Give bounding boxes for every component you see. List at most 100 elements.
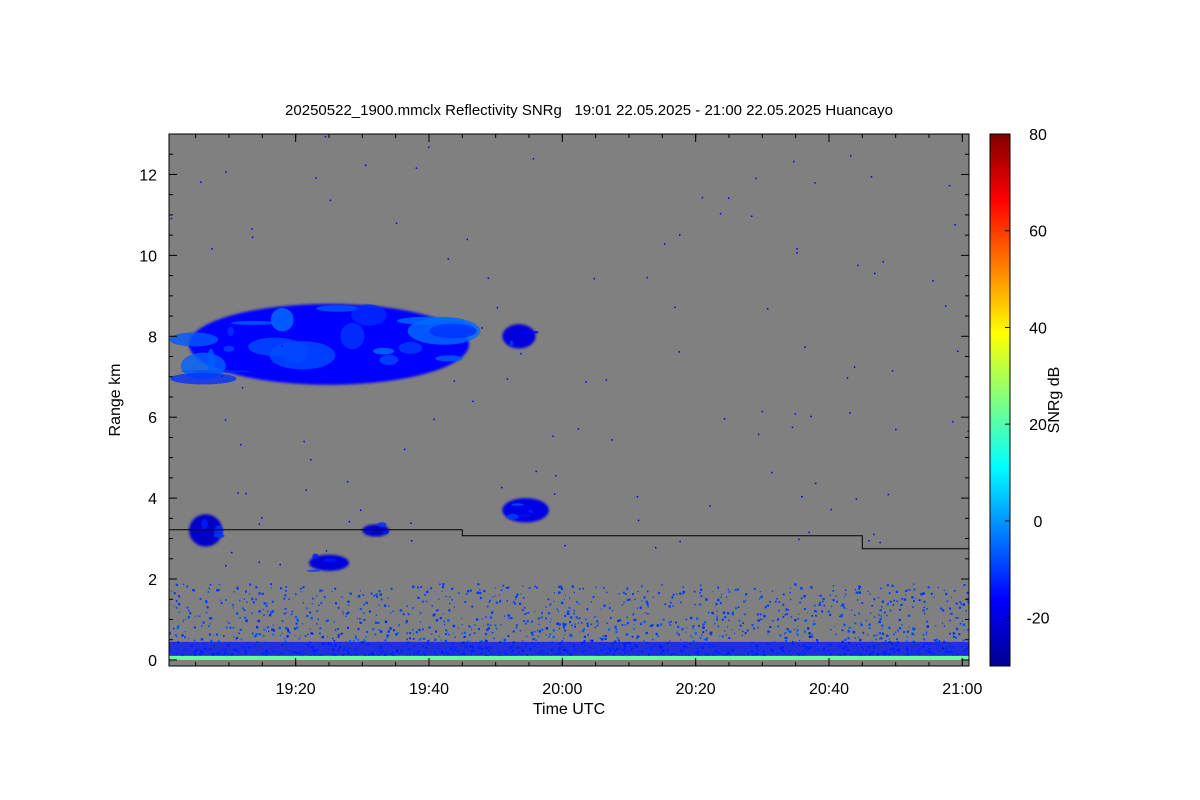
echo-speckle-6 — [505, 587, 508, 589]
echo-speckle-6 — [645, 612, 647, 614]
echo-speckle-6 — [170, 590, 172, 592]
echo-speckle-6 — [669, 601, 672, 604]
echo-speckle-6 — [474, 624, 476, 626]
echo-speckle-6 — [638, 636, 640, 638]
echo-speckle-6 — [594, 626, 597, 629]
noise-pixel — [305, 489, 307, 491]
echo-speckle-6 — [547, 598, 550, 601]
x-tick-label: 21:00 — [942, 681, 982, 698]
echo-speckle-6 — [579, 588, 581, 590]
echo-speckle-6 — [281, 633, 283, 635]
echo-speckle-6 — [841, 629, 844, 632]
echo-speckle-6 — [766, 604, 770, 607]
echo-speckle-6 — [485, 639, 488, 643]
echo-speckle-6 — [284, 640, 287, 643]
echo-speckle-6 — [304, 635, 307, 637]
echo-speckle-6 — [698, 625, 700, 627]
echo-speckle-6 — [961, 620, 963, 622]
noise-pixel — [315, 177, 317, 179]
echo-speckle-6 — [611, 610, 614, 612]
echo-speckle-6 — [173, 592, 176, 595]
echo-speckle-6 — [458, 592, 460, 594]
echo-speckle-6 — [217, 640, 220, 643]
echo-speckle-6 — [558, 585, 561, 589]
echo-speckle-6 — [492, 596, 494, 598]
echo-speckle-6 — [615, 630, 618, 633]
echo-speckle-6 — [397, 632, 400, 634]
noise-pixel — [279, 563, 281, 566]
echo-speckle-6 — [445, 633, 448, 636]
echo-speckle-6 — [631, 635, 634, 638]
noise-pixel — [814, 182, 816, 184]
echo-speckle-6 — [254, 634, 257, 637]
noise-pixel — [791, 426, 794, 429]
echo-speckle-6 — [192, 589, 195, 592]
echo-speckle-6 — [515, 624, 518, 627]
echo-speckle-6 — [633, 628, 635, 630]
echo-speckle-6 — [778, 609, 780, 612]
echo-speckle-6 — [359, 608, 362, 611]
echo-speckle-6 — [306, 614, 309, 617]
echo-speckle-6 — [694, 632, 697, 635]
noise-pixel — [532, 158, 535, 160]
echo-speckle-6 — [942, 609, 945, 612]
echo-speckle-6 — [295, 616, 298, 619]
echo-speckle-6 — [659, 623, 663, 626]
echo-speckle-6 — [386, 636, 389, 639]
echo-speckle-6 — [841, 603, 845, 606]
echo-speckle-6 — [880, 587, 882, 590]
echo-speckle-6 — [187, 638, 189, 640]
chart-title: 20250522_1900.mmclx Reflectivity SNRg 19… — [285, 102, 893, 119]
echo-speckle-6 — [558, 627, 561, 630]
echo-speckle-6 — [209, 617, 212, 620]
echo-speckle-6 — [530, 631, 534, 634]
echo-speckle-6 — [702, 631, 705, 634]
echo-speckle-6 — [248, 593, 250, 595]
noise-pixel — [674, 306, 676, 309]
echo-speckle-6 — [672, 605, 674, 607]
echo-speckle-6 — [733, 632, 736, 635]
echo-speckle-6 — [891, 584, 894, 587]
echo-speckle-6 — [823, 604, 826, 607]
echo-speckle-6 — [662, 618, 665, 621]
echo-speckle-6 — [868, 623, 871, 626]
echo-core-0 — [398, 342, 423, 354]
noise-pixel — [798, 538, 800, 541]
echo-speckle-6 — [711, 611, 714, 615]
echo-speckle-6 — [906, 640, 908, 642]
echo-speckle-6 — [906, 636, 908, 638]
noise-pixel — [709, 505, 711, 507]
noise-pixel — [237, 492, 239, 494]
echo-speckle-6 — [840, 604, 843, 607]
y-axis-label: Range km — [107, 364, 124, 437]
echo-speckle-6 — [878, 614, 880, 616]
echo-speckle-6 — [926, 608, 929, 610]
echo-speckle-6 — [251, 612, 253, 614]
noise-pixel — [932, 280, 934, 282]
echo-speckle-6 — [208, 633, 211, 636]
echo-speckle-6 — [186, 606, 189, 609]
echo-speckle-6 — [616, 637, 619, 639]
echo-speckle-6 — [637, 590, 639, 593]
echo-speckle-6 — [731, 613, 734, 616]
echo-speckle-6 — [285, 612, 287, 614]
echo-speckle-6 — [879, 609, 882, 612]
echo-speckle-6 — [176, 626, 179, 630]
echo-speckle-6 — [445, 596, 447, 598]
echo-speckle-6 — [320, 602, 323, 604]
echo-speckle-6 — [337, 635, 340, 638]
echo-speckle-6 — [463, 631, 466, 634]
echo-speckle-6 — [357, 594, 361, 598]
echo-speckle-6 — [443, 620, 446, 623]
echo-speckle-6 — [355, 635, 357, 637]
echo-speckle-6 — [439, 617, 442, 620]
echo-speckle-6 — [743, 600, 746, 603]
echo-speckle-6 — [541, 611, 543, 614]
noise-pixel — [228, 324, 230, 327]
echo-speckle-6 — [225, 599, 227, 601]
echo-speckle-6 — [545, 617, 548, 620]
echo-speckle-6 — [782, 593, 785, 596]
echo-speckle-6 — [871, 604, 873, 607]
echo-speckle-6 — [672, 593, 675, 596]
echo-speckle-6 — [862, 631, 865, 634]
